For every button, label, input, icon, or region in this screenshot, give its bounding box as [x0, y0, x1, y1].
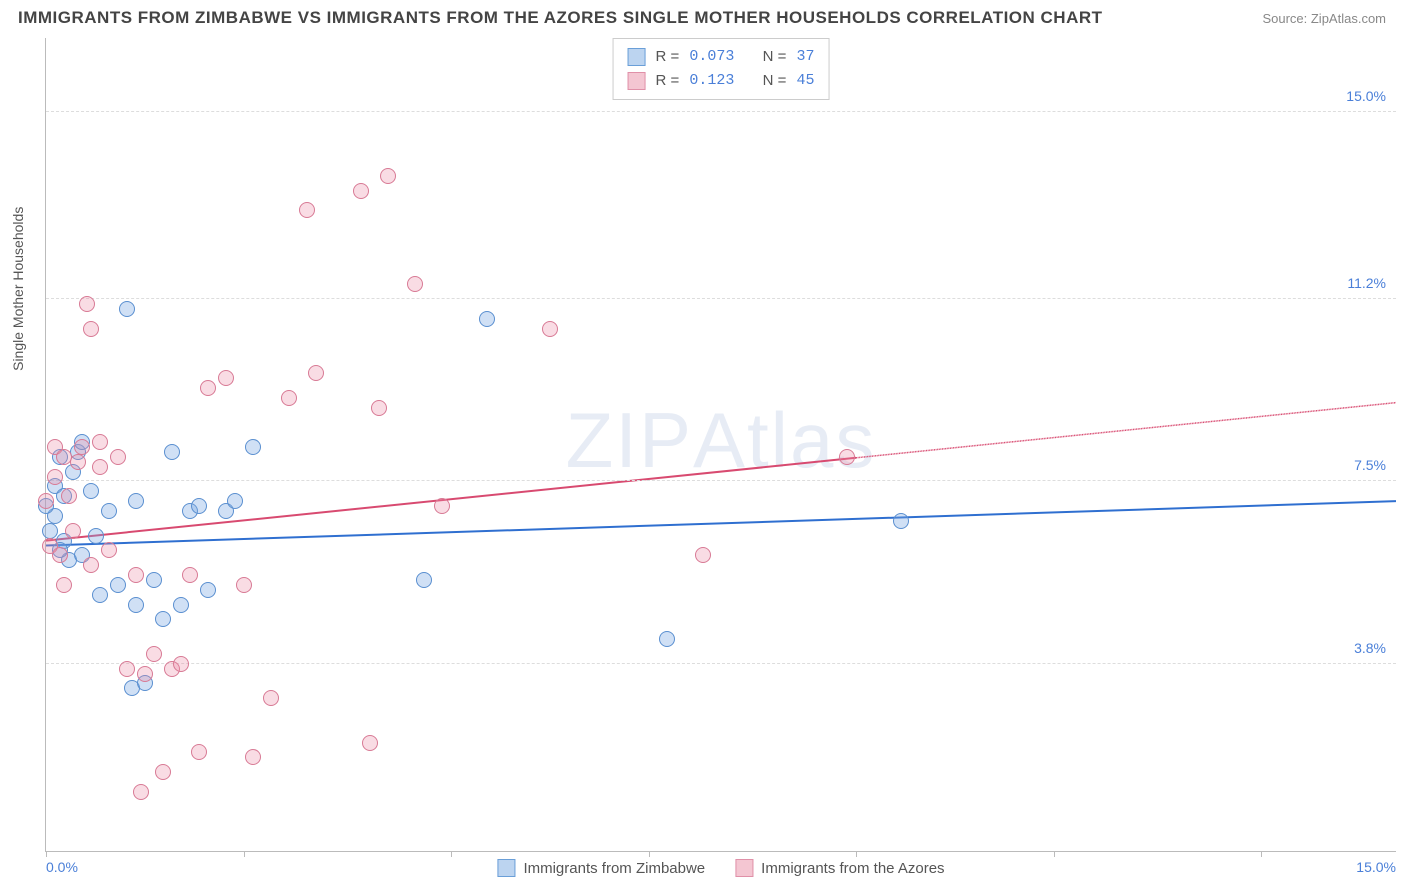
data-point	[133, 784, 149, 800]
data-point	[191, 498, 207, 514]
data-point	[164, 444, 180, 460]
data-point	[659, 631, 675, 647]
data-point	[119, 301, 135, 317]
data-point	[191, 744, 207, 760]
data-point	[92, 434, 108, 450]
data-point	[371, 400, 387, 416]
plot-area: Single Mother Households ZIPAtlas R = 0.…	[45, 38, 1396, 852]
data-point	[236, 577, 252, 593]
x-tick-min: 0.0%	[46, 859, 78, 875]
data-point	[137, 666, 153, 682]
data-point	[119, 661, 135, 677]
data-point	[407, 276, 423, 292]
data-point	[56, 577, 72, 593]
data-point	[893, 513, 909, 529]
x-tick-mark	[1261, 851, 1262, 857]
data-point	[434, 498, 450, 514]
data-point	[65, 523, 81, 539]
data-point	[110, 577, 126, 593]
data-point	[173, 597, 189, 613]
y-tick-label: 3.8%	[1354, 640, 1386, 656]
data-point	[416, 572, 432, 588]
data-point	[218, 370, 234, 386]
data-point	[101, 503, 117, 519]
grid-line	[46, 480, 1396, 481]
data-point	[155, 611, 171, 627]
data-point	[542, 321, 558, 337]
data-point	[362, 735, 378, 751]
data-point	[146, 572, 162, 588]
x-tick-mark	[244, 851, 245, 857]
data-point	[42, 523, 58, 539]
data-point	[38, 493, 54, 509]
data-point	[380, 168, 396, 184]
chart-container: Single Mother Households ZIPAtlas R = 0.…	[45, 38, 1396, 852]
x-tick-mark	[46, 851, 47, 857]
data-point	[155, 764, 171, 780]
watermark: ZIPAtlas	[566, 394, 877, 485]
data-point	[101, 542, 117, 558]
data-point	[200, 380, 216, 396]
x-tick-max: 15.0%	[1356, 859, 1396, 875]
y-axis-title: Single Mother Households	[10, 206, 26, 370]
data-point	[92, 459, 108, 475]
data-point	[83, 321, 99, 337]
legend-swatch	[735, 859, 753, 877]
data-point	[479, 311, 495, 327]
y-tick-label: 7.5%	[1354, 457, 1386, 473]
data-point	[173, 656, 189, 672]
grid-line	[46, 111, 1396, 112]
data-point	[245, 749, 261, 765]
data-point	[128, 493, 144, 509]
data-point	[74, 439, 90, 455]
stats-legend: R = 0.073 N = 37R = 0.123 N = 45	[613, 38, 830, 100]
data-point	[263, 690, 279, 706]
y-tick-label: 11.2%	[1347, 275, 1386, 291]
legend-swatch	[497, 859, 515, 877]
data-point	[182, 567, 198, 583]
data-point	[83, 557, 99, 573]
legend-row: R = 0.123 N = 45	[628, 69, 815, 93]
y-tick-label: 15.0%	[1346, 88, 1386, 104]
data-point	[110, 449, 126, 465]
data-point	[128, 567, 144, 583]
data-point	[245, 439, 261, 455]
data-point	[61, 488, 77, 504]
data-point	[47, 469, 63, 485]
data-point	[52, 547, 68, 563]
data-point	[227, 493, 243, 509]
series-legend: Immigrants from Zimbabwe Immigrants from …	[497, 859, 944, 877]
x-tick-mark	[451, 851, 452, 857]
data-point	[353, 183, 369, 199]
legend-swatch	[628, 48, 646, 66]
data-point	[88, 528, 104, 544]
data-point	[128, 597, 144, 613]
data-point	[70, 454, 86, 470]
data-point	[299, 202, 315, 218]
x-tick-mark	[649, 851, 650, 857]
data-point	[695, 547, 711, 563]
source-label: Source: ZipAtlas.com	[1262, 11, 1386, 26]
data-point	[281, 390, 297, 406]
legend-item: Immigrants from the Azores	[735, 859, 944, 877]
data-point	[83, 483, 99, 499]
chart-title: IMMIGRANTS FROM ZIMBABWE VS IMMIGRANTS F…	[18, 8, 1103, 28]
x-tick-mark	[856, 851, 857, 857]
grid-line	[46, 298, 1396, 299]
data-point	[92, 587, 108, 603]
data-point	[200, 582, 216, 598]
legend-row: R = 0.073 N = 37	[628, 45, 815, 69]
legend-item: Immigrants from Zimbabwe	[497, 859, 705, 877]
data-point	[146, 646, 162, 662]
x-tick-mark	[1054, 851, 1055, 857]
data-point	[79, 296, 95, 312]
data-point	[308, 365, 324, 381]
legend-swatch	[628, 72, 646, 90]
legend-label: Immigrants from Zimbabwe	[523, 860, 705, 877]
data-point	[839, 449, 855, 465]
legend-label: Immigrants from the Azores	[761, 860, 944, 877]
grid-line	[46, 663, 1396, 664]
